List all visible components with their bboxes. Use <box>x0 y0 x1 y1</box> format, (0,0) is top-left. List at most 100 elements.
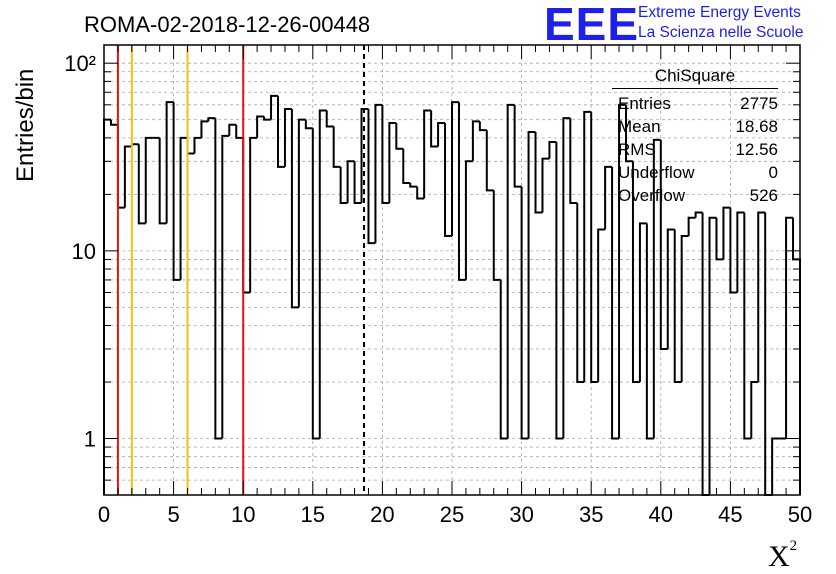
histogram-bin <box>520 186 529 440</box>
x-tick-label: 25 <box>440 502 464 527</box>
histogram-bin <box>631 161 640 384</box>
histogram-bin <box>548 141 557 159</box>
histogram-bin <box>130 143 139 147</box>
stats-row-entries: Entries 2775 <box>612 92 778 115</box>
stats-row-mean: Mean 18.68 <box>612 115 778 138</box>
histogram-bin <box>569 118 578 204</box>
y-tick-label: 10 <box>72 239 96 264</box>
histogram-bin <box>534 131 543 214</box>
histogram-bin <box>464 160 473 280</box>
histogram-bin <box>771 437 780 495</box>
x-tick-label: 30 <box>509 502 533 527</box>
histogram-bin <box>144 136 153 224</box>
histogram-bin <box>618 103 626 439</box>
histogram-bin <box>562 117 571 439</box>
histogram-bin <box>311 128 320 440</box>
histogram-bin <box>423 109 432 199</box>
histogram-bin <box>527 130 536 439</box>
histogram-bin <box>708 216 717 495</box>
histogram-bin <box>604 165 613 230</box>
chart-title: ROMA-02-2018-12-26-00448 <box>84 12 371 37</box>
stats-title: ChiSquare <box>612 66 778 89</box>
histogram-bin <box>576 202 585 384</box>
histogram-bin <box>165 101 174 224</box>
stats-label: Mean <box>618 117 661 136</box>
reference-lines <box>116 45 366 495</box>
histogram-bin <box>666 228 675 349</box>
x-tick-label: 40 <box>649 502 673 527</box>
histogram-bin <box>395 123 404 150</box>
histogram-bin <box>374 103 383 244</box>
histogram-bin <box>283 107 292 167</box>
x-tick-label: 20 <box>370 502 394 527</box>
eee-logo: EEE <box>544 0 640 50</box>
histogram-bin <box>478 121 487 132</box>
histogram-bin <box>513 104 522 188</box>
histogram-bin <box>346 160 355 203</box>
stats-value: 2775 <box>740 94 778 113</box>
histogram-bin <box>750 381 759 439</box>
x-axis-label-text: X <box>768 540 790 573</box>
histogram-bin <box>193 136 202 154</box>
histogram-bin <box>722 206 731 260</box>
histogram-bin <box>743 212 752 440</box>
x-tick-label: 0 <box>98 502 110 527</box>
y-axis-label: Entries/bin <box>12 68 39 182</box>
tick-labels: 0 5 10 15 20 25 30 35 40 45 50 1 10 10² <box>64 51 812 527</box>
histogram-bin <box>645 223 654 440</box>
stats-value: 12.56 <box>735 140 778 159</box>
histogram-bin <box>457 102 466 281</box>
histogram-bin <box>256 115 265 138</box>
histogram-bin <box>638 222 647 383</box>
histogram-bin <box>506 103 515 439</box>
histogram-bin <box>471 120 480 162</box>
histogram-bin <box>555 142 564 440</box>
histogram-bin <box>485 130 494 192</box>
histogram-bin <box>172 102 181 281</box>
histogram-bin <box>409 182 418 188</box>
histogram-bin <box>179 136 188 280</box>
stats-value: 0 <box>768 163 778 182</box>
histogram-bin <box>625 104 633 163</box>
histogram-bin <box>353 161 362 204</box>
histogram-bin <box>492 190 501 281</box>
y-tick-label: 1 <box>84 427 96 452</box>
axis-ticks <box>103 45 801 496</box>
histogram-bin <box>694 211 703 218</box>
histogram-bin <box>785 216 794 439</box>
histogram-bin <box>221 134 230 439</box>
histogram-bin <box>659 139 668 350</box>
stats-value: 526 <box>749 186 778 205</box>
stats-label: RMS <box>618 140 656 159</box>
histogram-bin <box>583 110 592 383</box>
histogram-bin <box>207 117 216 122</box>
stats-label: Underflow <box>618 163 695 182</box>
histogram-bin <box>228 123 237 136</box>
x-tick-label: 15 <box>301 502 325 527</box>
histogram-layer <box>103 94 801 496</box>
histogram-bin <box>402 148 411 184</box>
histogram-bin <box>680 234 689 383</box>
histogram-bin <box>297 118 306 308</box>
histogram-bin <box>158 137 167 225</box>
histogram-bin <box>290 108 299 309</box>
histogram-bin <box>430 110 439 148</box>
histogram-bin <box>652 138 661 439</box>
histogram-bin <box>304 119 313 130</box>
stats-box: ChiSquare Entries 2775 Mean 18.68 RMS 12.56… <box>612 66 778 207</box>
histogram-bin <box>249 136 258 293</box>
x-tick-label: 5 <box>167 502 179 527</box>
histogram-bin <box>332 126 341 168</box>
y-tick-label: 10² <box>64 51 96 76</box>
histogram-bin <box>137 144 146 225</box>
histogram-bin <box>416 186 425 200</box>
x-tick-label: 50 <box>788 502 812 527</box>
histogram-bin <box>437 122 446 147</box>
histogram-bin <box>270 94 278 120</box>
histogram-bin <box>597 228 606 383</box>
histogram-bin <box>673 229 682 384</box>
stats-label: Entries <box>618 94 671 113</box>
histogram-bin <box>123 145 132 208</box>
x-tick-label: 45 <box>718 502 742 527</box>
